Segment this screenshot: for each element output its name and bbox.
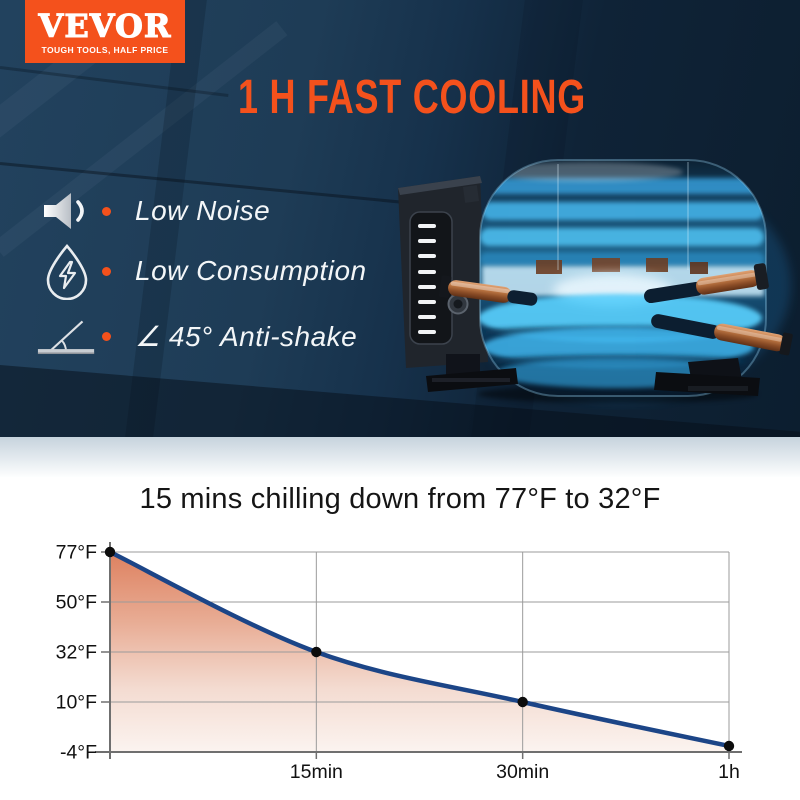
x-tick-label: 30min (496, 761, 549, 783)
feature-label: Low Noise (135, 195, 271, 226)
vevor-logo-text: VEVOR (38, 7, 172, 45)
feature-label: Low Consumption (135, 255, 367, 286)
y-tick-label: 32°F (56, 642, 97, 664)
data-point (311, 646, 322, 658)
x-tick-label: 15min (290, 761, 343, 783)
y-tick-label: 77°F (56, 542, 97, 564)
vevor-logo-tagline: TOUGH TOOLS, HALF PRICE (41, 45, 169, 55)
bullet-dot (102, 331, 111, 341)
data-point (517, 696, 528, 708)
hero-heading: 1 H FAST COOLING (237, 71, 587, 124)
bullet-dot (102, 266, 111, 276)
chart-title: 15 mins chilling down from 77°F to 32°F (139, 483, 661, 515)
water-drop-lightning-icon (36, 242, 98, 300)
bullet-dot (102, 206, 111, 216)
section-divider-fade (0, 437, 800, 477)
x-tick-label: 1h (718, 761, 740, 783)
y-tick-label: 10°F (56, 692, 97, 714)
y-tick-label: -4°F (60, 742, 97, 764)
compressor-image (388, 140, 798, 410)
y-tick-label: 50°F (56, 592, 97, 614)
data-point (104, 546, 116, 558)
vevor-logo: VEVOR TOUGH TOOLS, HALF PRICE (25, 0, 185, 63)
cooling-curve-chart: 77°F 50°F 32°F 10°F -4°F 15min 30min 1h (56, 542, 742, 783)
feature-low-noise: Low Noise (36, 189, 270, 233)
feature-label: ∠ 45° Anti-shake (135, 320, 358, 352)
angle-45-icon (36, 316, 98, 356)
feature-anti-shake: ∠ 45° Anti-shake (36, 315, 357, 357)
temperature-curve (107, 549, 732, 749)
hero-section: VEVOR TOUGH TOOLS, HALF PRICE 1 H FAST C… (0, 0, 800, 437)
data-point (723, 740, 735, 752)
feature-low-consumption: Low Consumption (36, 242, 367, 300)
speaker-icon (36, 189, 98, 233)
